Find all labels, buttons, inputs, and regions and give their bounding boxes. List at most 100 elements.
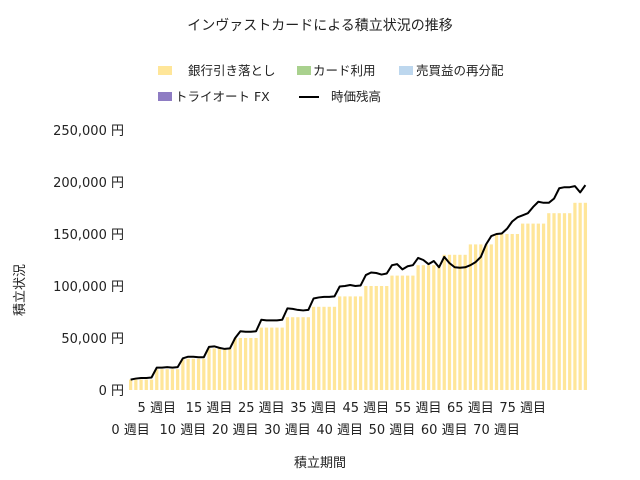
bar-segment bbox=[128, 379, 133, 390]
bar-segment bbox=[536, 223, 540, 390]
bar-segment bbox=[212, 348, 216, 390]
y-tick-label: 50,000 円 bbox=[61, 332, 124, 347]
bar-segment bbox=[406, 275, 410, 390]
bar-segment bbox=[468, 244, 473, 390]
bars-group bbox=[128, 202, 588, 390]
bar-segment bbox=[494, 234, 499, 390]
bar-segment bbox=[285, 317, 290, 390]
bar-segment bbox=[411, 275, 415, 390]
line-group bbox=[130, 184, 587, 381]
bar-segment bbox=[196, 358, 201, 390]
bar-segment bbox=[484, 244, 488, 390]
bar-segment bbox=[217, 348, 222, 390]
legend-label-balance: 時価残高 bbox=[331, 89, 381, 104]
bar-segment bbox=[317, 306, 321, 390]
x-tick-label: 55 週目 bbox=[395, 401, 442, 416]
bar-segment bbox=[541, 223, 546, 390]
y-tick-label: 100,000 円 bbox=[53, 280, 124, 295]
bar-segment bbox=[442, 254, 446, 390]
bar-segment bbox=[343, 296, 347, 390]
y-axis-ticks: 0 円 50,000 円 100,000 円 150,000 円 200,000 円 25… bbox=[53, 124, 124, 399]
legend-swatch-redistribution bbox=[399, 66, 413, 75]
bar-segment bbox=[416, 265, 420, 390]
bar-segment bbox=[249, 338, 253, 390]
x-tick-label: 20 週目 bbox=[212, 423, 259, 438]
bar-segment bbox=[463, 254, 467, 390]
bar-segment bbox=[510, 234, 514, 390]
bar-segment bbox=[374, 286, 378, 390]
bar-segment bbox=[557, 213, 561, 390]
bar-segment bbox=[458, 254, 462, 390]
bar-segment bbox=[447, 254, 452, 390]
bar-segment bbox=[311, 306, 316, 390]
bar-segment bbox=[176, 369, 180, 390]
bar-segment bbox=[139, 379, 143, 390]
bar-segment bbox=[437, 265, 441, 390]
bar-segment bbox=[453, 254, 457, 390]
bar-segment bbox=[358, 296, 363, 390]
bar-segment bbox=[327, 306, 331, 390]
bar-segment bbox=[479, 244, 483, 390]
bar-segment bbox=[155, 369, 159, 390]
bar-segment bbox=[228, 348, 232, 390]
bar-segment bbox=[578, 202, 582, 390]
bar-segment bbox=[568, 213, 572, 390]
bar-segment bbox=[348, 296, 352, 390]
series-line-balance bbox=[130, 184, 587, 381]
bar-segment bbox=[395, 275, 399, 390]
y-axis-title: 積立状況 bbox=[13, 264, 28, 316]
x-tick-label: 15 週目 bbox=[186, 401, 233, 416]
bar-segment bbox=[259, 327, 263, 390]
x-tick-label: 50 週目 bbox=[369, 423, 416, 438]
legend-label-card: カード利用 bbox=[313, 63, 376, 78]
bar-segment bbox=[280, 327, 284, 390]
x-tick-label: 65 週目 bbox=[447, 401, 494, 416]
bar-segment bbox=[322, 306, 326, 390]
bar-segment bbox=[421, 265, 425, 390]
x-axis-ticks: 5 週目 15 週目 25 週目 35 週目 45 週目 55 週目 65 週目 75 週目 0… bbox=[111, 401, 546, 438]
bar-segment bbox=[432, 265, 436, 390]
bar-segment bbox=[306, 317, 310, 390]
bar-segment bbox=[500, 234, 504, 390]
y-tick-label: 150,000 円 bbox=[53, 228, 124, 243]
bar-segment bbox=[390, 275, 394, 390]
x-tick-label: 10 週目 bbox=[160, 423, 207, 438]
bar-segment bbox=[573, 202, 577, 390]
y-tick-label: 0 円 bbox=[99, 384, 124, 399]
legend: 銀行引き落とし カード利用 売買益の再分配 トライオート FX 時価残高 bbox=[158, 63, 504, 104]
x-tick-label: 35 週目 bbox=[290, 401, 337, 416]
bar-segment bbox=[521, 223, 525, 390]
bar-segment bbox=[144, 379, 148, 390]
bar-segment bbox=[134, 379, 138, 390]
bar-segment bbox=[353, 296, 358, 390]
legend-label-bank: 銀行引き落とし bbox=[188, 63, 276, 78]
bar-segment bbox=[400, 275, 405, 390]
legend-label-triauto: トライオート FX bbox=[175, 89, 270, 104]
x-tick-label: 60 週目 bbox=[421, 423, 468, 438]
x-axis-title: 積立期間 bbox=[294, 456, 346, 471]
bar-segment bbox=[160, 369, 164, 390]
x-tick-label: 40 週目 bbox=[316, 423, 363, 438]
x-tick-label: 45 週目 bbox=[342, 401, 389, 416]
bar-segment bbox=[238, 338, 243, 390]
legend-swatch-bank bbox=[158, 66, 172, 75]
bar-segment bbox=[207, 348, 211, 390]
chart-title: インヴァストカードによる積立状況の推移 bbox=[187, 17, 453, 34]
bar-segment bbox=[338, 296, 342, 390]
bar-segment bbox=[364, 286, 368, 390]
y-tick-label: 250,000 円 bbox=[53, 124, 124, 139]
x-tick-label: 5 週目 bbox=[138, 401, 176, 416]
bar-segment bbox=[385, 286, 389, 390]
y-tick-label: 200,000 円 bbox=[53, 176, 124, 191]
x-tick-label: 75 週目 bbox=[499, 401, 546, 416]
x-tick-label: 30 週目 bbox=[264, 423, 311, 438]
bar-segment bbox=[379, 286, 384, 390]
bar-segment bbox=[473, 244, 478, 390]
x-tick-label: 70 週目 bbox=[473, 423, 520, 438]
bar-segment bbox=[296, 317, 300, 390]
bar-segment bbox=[264, 327, 269, 390]
bar-segment bbox=[181, 358, 185, 390]
bar-segment bbox=[233, 338, 237, 390]
